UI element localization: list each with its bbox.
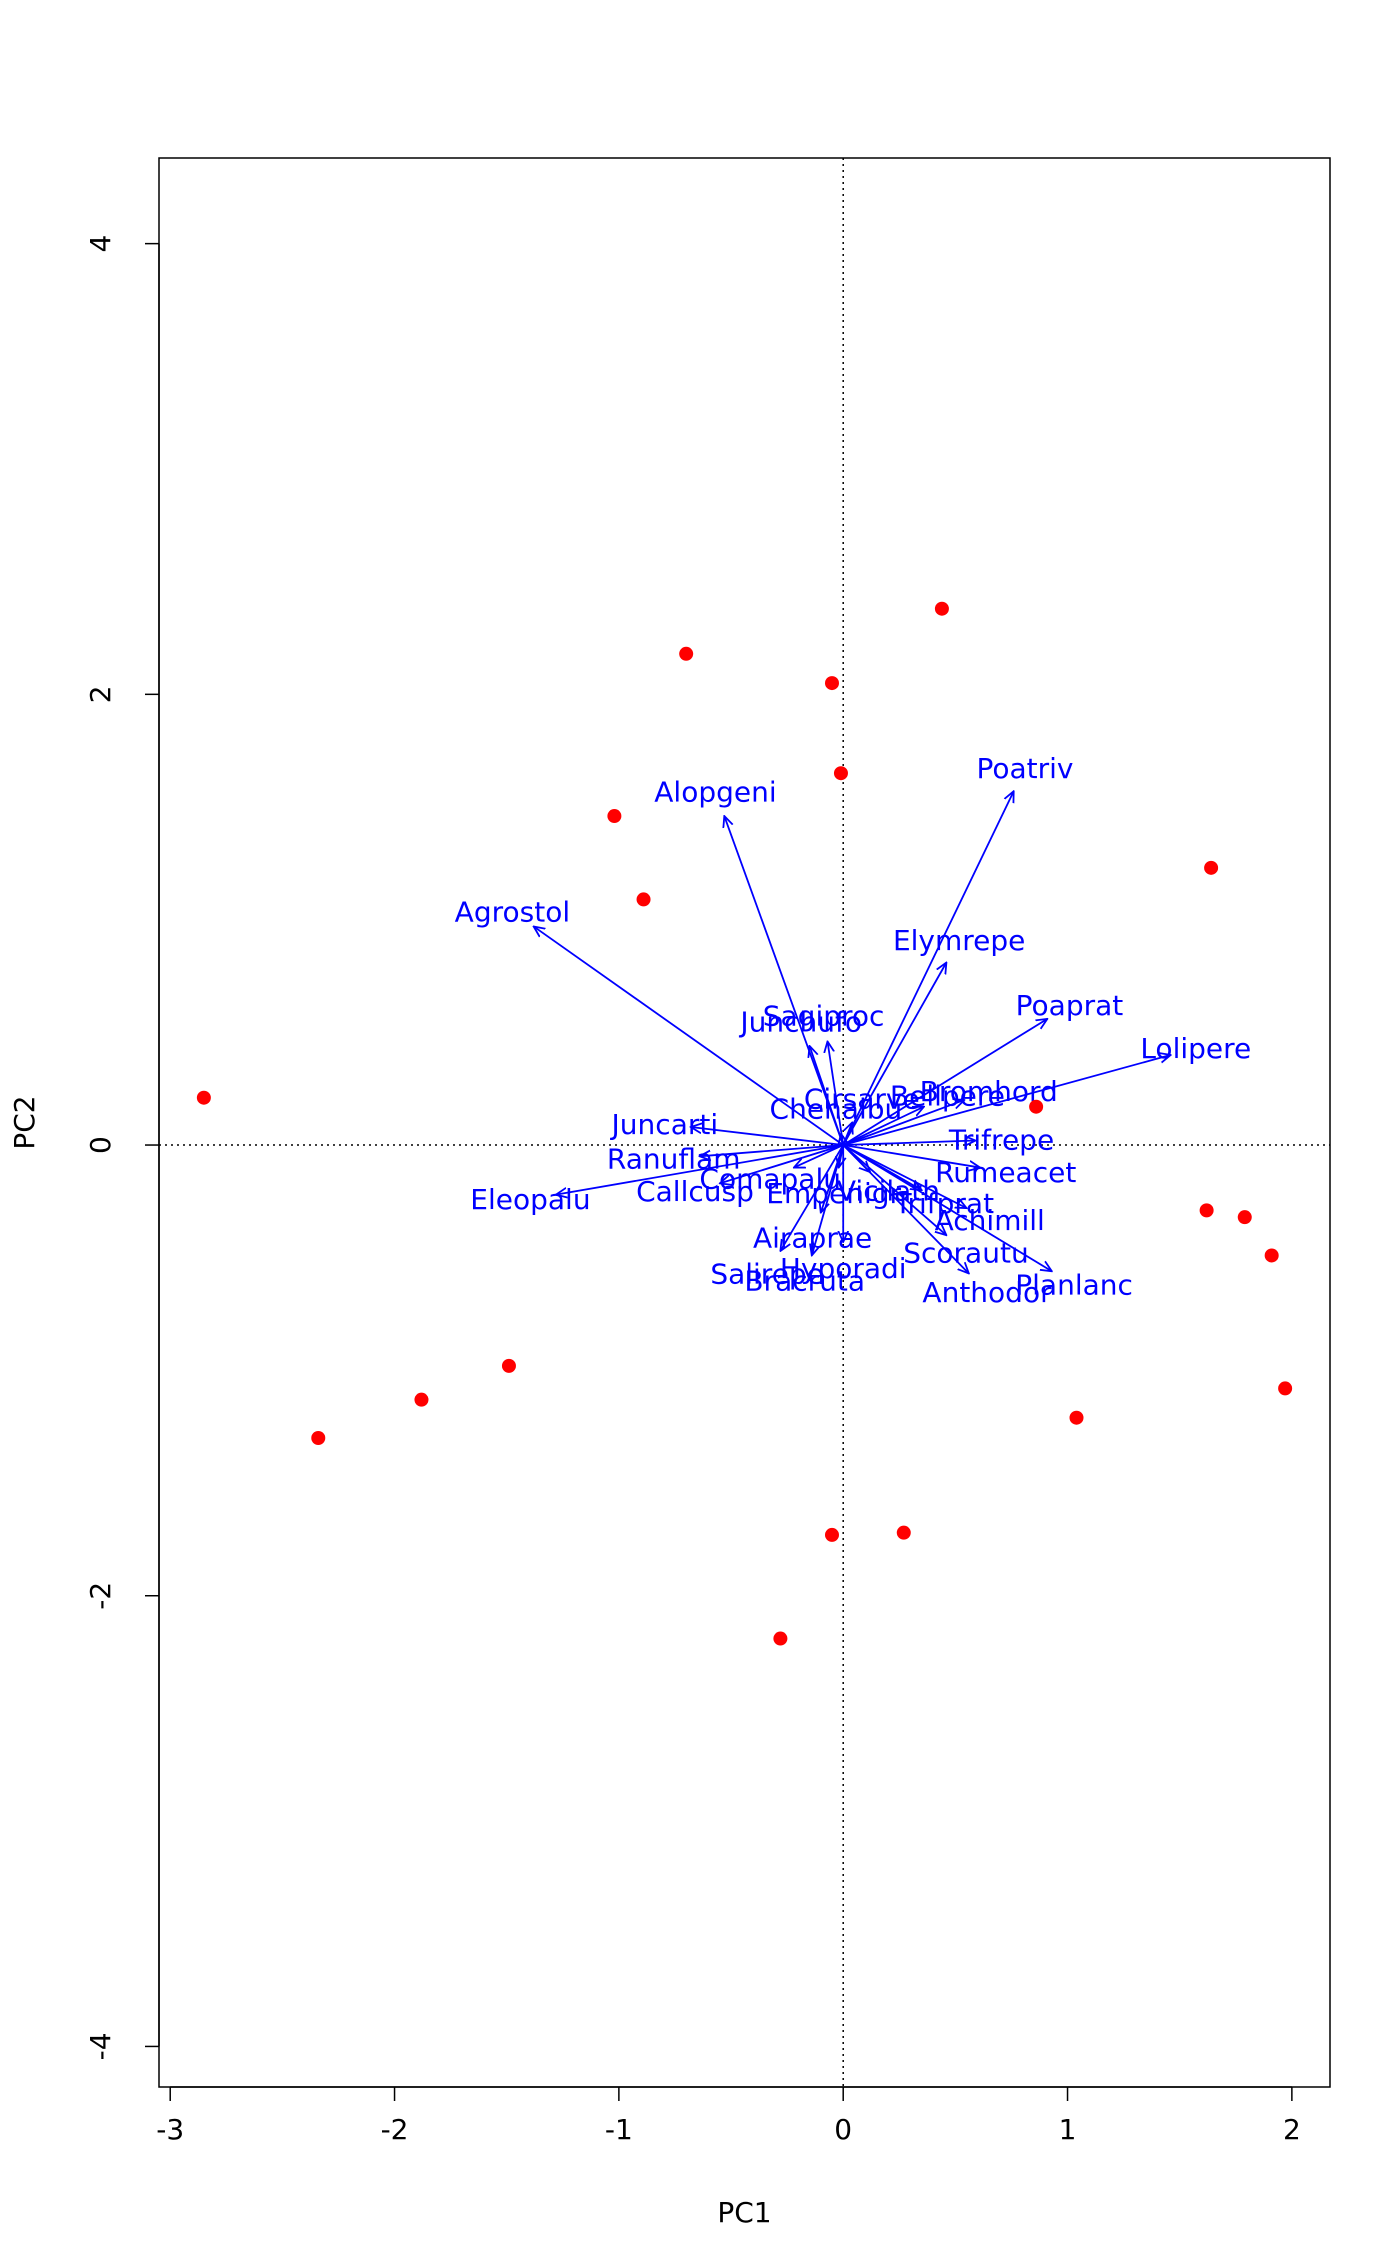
reference-lines — [159, 158, 1330, 2087]
species-label-scorautu: Scorautu — [903, 1236, 1028, 1269]
site-point-5 — [607, 809, 622, 824]
species-label-anthodor: Anthodor — [922, 1276, 1052, 1309]
site-point-15 — [1264, 1248, 1279, 1263]
arrow-anthodor — [842, 1144, 969, 1273]
y-tick-label: 0 — [84, 1136, 117, 1154]
site-point-9 — [833, 766, 848, 781]
arrow-sagiproc — [828, 1041, 845, 1146]
site-point-12 — [1029, 1099, 1044, 1114]
site-point-19 — [896, 1525, 911, 1540]
site-point-11 — [1204, 860, 1219, 875]
arrow-comapalu — [794, 1144, 844, 1168]
species-label-agrostol: Agrostol — [455, 895, 570, 928]
arrow-achimill — [842, 1144, 966, 1208]
species-label-lolipere: Lolipere — [1140, 1032, 1251, 1065]
site-point-7 — [679, 646, 694, 661]
species-label-cirsarve: Cirsarve — [804, 1082, 920, 1115]
site-point-13 — [1199, 1203, 1214, 1218]
x-tick-label: 0 — [834, 2113, 852, 2146]
species-label-empenigr: Empenigr — [766, 1177, 901, 1210]
arrow-lolipere — [842, 1055, 1171, 1146]
species-label-eleopalu: Eleopalu — [470, 1183, 590, 1216]
site-point-6 — [636, 892, 651, 907]
site-point-4 — [501, 1358, 516, 1373]
site-point-3 — [414, 1392, 429, 1407]
arrow-bracruta — [812, 1144, 845, 1255]
arrow-junchufo — [810, 1046, 845, 1146]
species-label-airaprae: Airaprae — [753, 1221, 872, 1254]
arrow-rumeacet — [843, 1144, 980, 1168]
species-label-juncarti: Juncarti — [610, 1108, 719, 1141]
site-points — [196, 601, 1293, 1646]
species-label-bellpere: Bellpere — [890, 1080, 1005, 1113]
species-label-sagiproc: Sagiproc — [763, 1000, 885, 1033]
x-axis-label: PC1 — [717, 2196, 771, 2229]
y-axis: -4 -2 0 2 4 — [84, 235, 160, 2060]
arrow-planlanc — [842, 1144, 1052, 1271]
species-label-trifprat: Trifprat — [893, 1187, 994, 1220]
x-tick-label: -3 — [156, 2113, 184, 2146]
arrow-chenalbu — [841, 1134, 843, 1145]
y-tick-label: 2 — [84, 685, 117, 703]
arrow-callcusp — [720, 1144, 844, 1183]
site-point-16 — [1278, 1381, 1293, 1396]
species-label-callcusp: Callcusp — [636, 1175, 754, 1208]
arrow-alopgeni — [724, 816, 845, 1146]
species-label-achimill: Achimill — [935, 1204, 1045, 1237]
site-point-18 — [824, 1527, 839, 1542]
species-label-trifrepe: Trifrepe — [948, 1124, 1054, 1157]
y-tick-label: 4 — [84, 235, 117, 253]
species-labels: Poatriv Alopgeni Agrostol Elymrepe Poaprat Lo… — [455, 752, 1252, 1309]
species-label-poaprat: Poaprat — [1016, 989, 1124, 1022]
y-tick-label: -2 — [84, 1582, 117, 1610]
x-tick-label: 1 — [1059, 2113, 1077, 2146]
arrow-ranuflam — [700, 1144, 844, 1156]
site-point-1 — [196, 1090, 211, 1105]
site-point-2 — [311, 1430, 326, 1445]
species-arrows — [534, 791, 1171, 1273]
x-axis: -3 -2 -1 0 1 2 — [156, 2086, 1301, 2146]
site-point-20 — [773, 1631, 788, 1646]
x-tick-label: -1 — [605, 2113, 633, 2146]
species-label-chenalbu: Chenalbu — [770, 1092, 903, 1125]
arrow-salirepe — [780, 1144, 844, 1251]
arrow-trifrepe — [843, 1141, 975, 1146]
site-point-17 — [1069, 1410, 1084, 1425]
species-label-elymrepe: Elymrepe — [893, 924, 1025, 957]
species-label-comapalu: Comapalu — [699, 1162, 841, 1195]
arrow-elymrepe — [842, 963, 946, 1146]
arrow-agrostol — [534, 926, 844, 1146]
species-label-alopgeni: Alopgeni — [654, 776, 776, 809]
species-label-ranuflam: Ranuflam — [607, 1142, 741, 1175]
species-label-salirepe: Salirepe — [710, 1257, 824, 1290]
arrow-bromhord — [842, 1100, 964, 1146]
species-label-bracruta: Bracruta — [744, 1264, 865, 1297]
x-tick-label: -2 — [381, 2113, 409, 2146]
y-axis-label: PC2 — [8, 1095, 41, 1149]
plot-frame — [158, 157, 1331, 2088]
arrow-bellpere — [842, 1107, 924, 1146]
x-tick-label: 2 — [1283, 2113, 1301, 2146]
site-point-8 — [824, 676, 839, 691]
species-label-junchufo: Junchufo — [738, 1005, 862, 1038]
y-tick-label: -4 — [84, 2032, 117, 2060]
arrow-juncarti — [691, 1127, 844, 1146]
site-point-14 — [1237, 1210, 1252, 1225]
arrow-scorautu — [842, 1144, 946, 1235]
species-label-planlanc: Planlanc — [1015, 1269, 1133, 1302]
species-label-vicilath: Vicilath — [837, 1175, 940, 1208]
site-point-10 — [934, 601, 949, 616]
species-label-hyporadi: Hyporadi — [780, 1252, 907, 1285]
arrow-poatriv — [842, 791, 1013, 1146]
species-label-poatriv: Poatriv — [976, 752, 1073, 785]
arrow-eleopalu — [556, 1144, 844, 1195]
species-label-rumeacet: Rumeacet — [935, 1156, 1076, 1189]
arrow-poaprat — [842, 1019, 1047, 1146]
